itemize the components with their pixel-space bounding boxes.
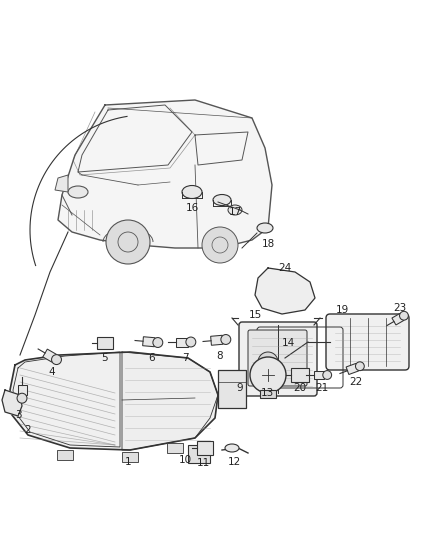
Circle shape <box>356 362 364 370</box>
Text: 11: 11 <box>196 458 210 468</box>
Circle shape <box>17 393 27 403</box>
Text: 16: 16 <box>185 203 198 213</box>
Circle shape <box>250 357 286 393</box>
Text: 20: 20 <box>293 383 307 393</box>
Text: 13: 13 <box>260 388 274 398</box>
Ellipse shape <box>225 444 239 452</box>
Text: 1: 1 <box>125 457 131 467</box>
Text: 12: 12 <box>227 457 240 467</box>
Polygon shape <box>211 335 223 345</box>
Text: 4: 4 <box>49 367 55 377</box>
FancyBboxPatch shape <box>239 322 317 396</box>
Polygon shape <box>10 352 218 450</box>
Circle shape <box>52 354 61 365</box>
Text: 9: 9 <box>237 383 244 393</box>
Bar <box>197 441 213 455</box>
Polygon shape <box>176 337 188 346</box>
Bar <box>97 337 113 349</box>
Bar <box>167 443 183 453</box>
Polygon shape <box>18 385 27 395</box>
Bar <box>122 452 138 462</box>
Text: 21: 21 <box>315 383 328 393</box>
Ellipse shape <box>257 223 273 233</box>
Text: 10: 10 <box>178 455 191 465</box>
Circle shape <box>258 352 278 372</box>
Polygon shape <box>122 352 218 450</box>
Circle shape <box>186 337 196 347</box>
Text: 2: 2 <box>25 425 31 435</box>
Bar <box>260 390 276 398</box>
Text: 7: 7 <box>182 353 188 363</box>
Ellipse shape <box>228 205 242 215</box>
Polygon shape <box>43 349 57 362</box>
Circle shape <box>106 220 150 264</box>
Text: 19: 19 <box>336 305 349 315</box>
Circle shape <box>399 311 408 320</box>
Polygon shape <box>55 175 68 192</box>
Text: 6: 6 <box>148 353 155 363</box>
Text: 15: 15 <box>248 310 261 320</box>
Circle shape <box>153 337 163 348</box>
Polygon shape <box>346 364 359 375</box>
Text: 24: 24 <box>279 263 292 273</box>
Circle shape <box>202 227 238 263</box>
Ellipse shape <box>182 185 202 198</box>
Circle shape <box>323 370 332 379</box>
Polygon shape <box>2 390 22 416</box>
Polygon shape <box>314 371 325 379</box>
Text: 8: 8 <box>217 351 223 361</box>
Circle shape <box>221 335 231 344</box>
Ellipse shape <box>68 186 88 198</box>
Polygon shape <box>392 313 404 325</box>
Polygon shape <box>58 100 272 248</box>
Bar <box>188 445 210 463</box>
Text: 5: 5 <box>102 353 108 363</box>
Text: 22: 22 <box>350 377 363 387</box>
FancyBboxPatch shape <box>248 330 307 386</box>
Polygon shape <box>143 337 155 347</box>
Text: 23: 23 <box>393 303 406 313</box>
Polygon shape <box>255 268 315 314</box>
Text: 3: 3 <box>15 410 21 420</box>
Text: 17: 17 <box>228 207 242 217</box>
Text: 18: 18 <box>261 239 275 249</box>
Ellipse shape <box>213 195 231 206</box>
Text: 14: 14 <box>281 338 295 348</box>
Bar <box>291 368 309 382</box>
Bar <box>57 450 73 460</box>
FancyBboxPatch shape <box>326 314 409 370</box>
Bar <box>218 370 246 408</box>
